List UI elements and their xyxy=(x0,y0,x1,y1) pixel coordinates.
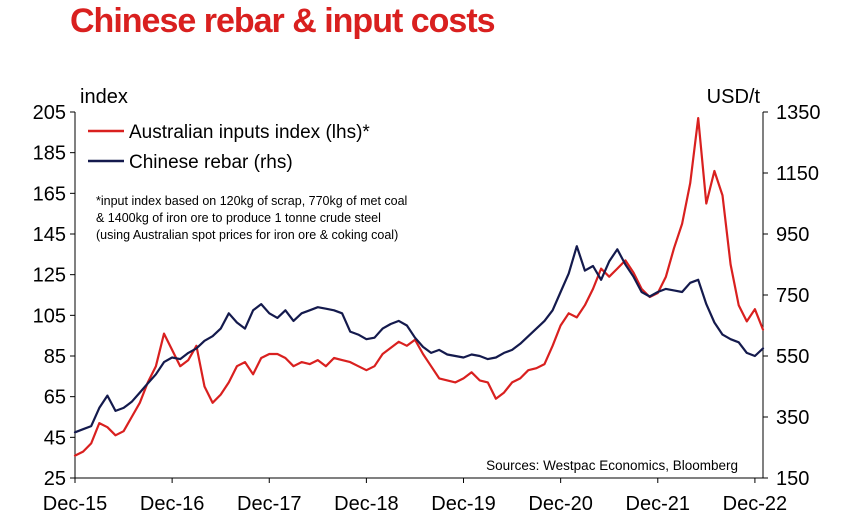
x-tick-label: Dec-21 xyxy=(626,493,690,515)
x-tick-label: Dec-20 xyxy=(528,493,592,515)
x-tick-label: Dec-19 xyxy=(431,493,495,515)
right-tick-label: 1150 xyxy=(776,163,819,185)
right-tick-label: 550 xyxy=(776,346,809,368)
x-tick-label: Dec-18 xyxy=(334,493,398,515)
chart-note-line: (using Australian spot prices for iron o… xyxy=(96,228,398,242)
series-layer xyxy=(73,117,765,457)
x-tick-label: Dec-22 xyxy=(723,493,787,515)
chart-note: *input index based on 120kg of scrap, 77… xyxy=(96,194,407,242)
x-tick-label: Dec-15 xyxy=(43,493,107,515)
legend-label-rebar: Chinese rebar (rhs) xyxy=(129,152,293,173)
right-axis-unit: USD/t xyxy=(707,86,761,108)
left-tick-label: 165 xyxy=(33,183,66,205)
right-tick-label: 950 xyxy=(776,224,809,246)
right-axis-ticks: 1350 1150 950 750 550 350 150 xyxy=(763,102,821,490)
x-tick-label: Dec-16 xyxy=(140,493,204,515)
left-tick-label: 145 xyxy=(33,224,66,246)
series-line-rebar xyxy=(73,245,765,434)
left-axis-ticks: 205 185 165 145 125 105 85 65 45 25 xyxy=(33,102,75,490)
right-tick-label: 750 xyxy=(776,285,809,307)
right-tick-label: 350 xyxy=(776,407,809,429)
left-tick-label: 25 xyxy=(44,468,66,490)
x-axis-ticks: Dec-15 Dec-16 Dec-17 Dec-18 Dec-19 Dec-20 Dec-… xyxy=(43,478,787,515)
left-tick-label: 125 xyxy=(33,265,66,287)
chart-title: Chinese rebar & input costs xyxy=(70,2,496,40)
left-tick-label: 65 xyxy=(44,387,66,409)
left-tick-label: 45 xyxy=(44,427,66,449)
left-tick-label: 185 xyxy=(33,143,66,165)
legend: Australian inputs index (lhs)* Chinese r… xyxy=(88,122,370,173)
chart-note-line: *input index based on 120kg of scrap, 77… xyxy=(96,194,407,208)
x-tick-label: Dec-17 xyxy=(237,493,301,515)
right-tick-label: 1350 xyxy=(776,102,821,124)
chart-note-line: & 1400kg of iron ore to produce 1 tonne … xyxy=(96,211,381,225)
left-tick-label: 205 xyxy=(33,102,66,124)
right-tick-label: 150 xyxy=(776,468,809,490)
left-tick-label: 105 xyxy=(33,305,66,327)
source-note: Sources: Westpac Economics, Bloomberg xyxy=(486,458,738,473)
left-axis-unit: index xyxy=(80,86,128,108)
left-tick-label: 85 xyxy=(44,346,66,368)
legend-label-inputs: Australian inputs index (lhs)* xyxy=(129,122,370,143)
